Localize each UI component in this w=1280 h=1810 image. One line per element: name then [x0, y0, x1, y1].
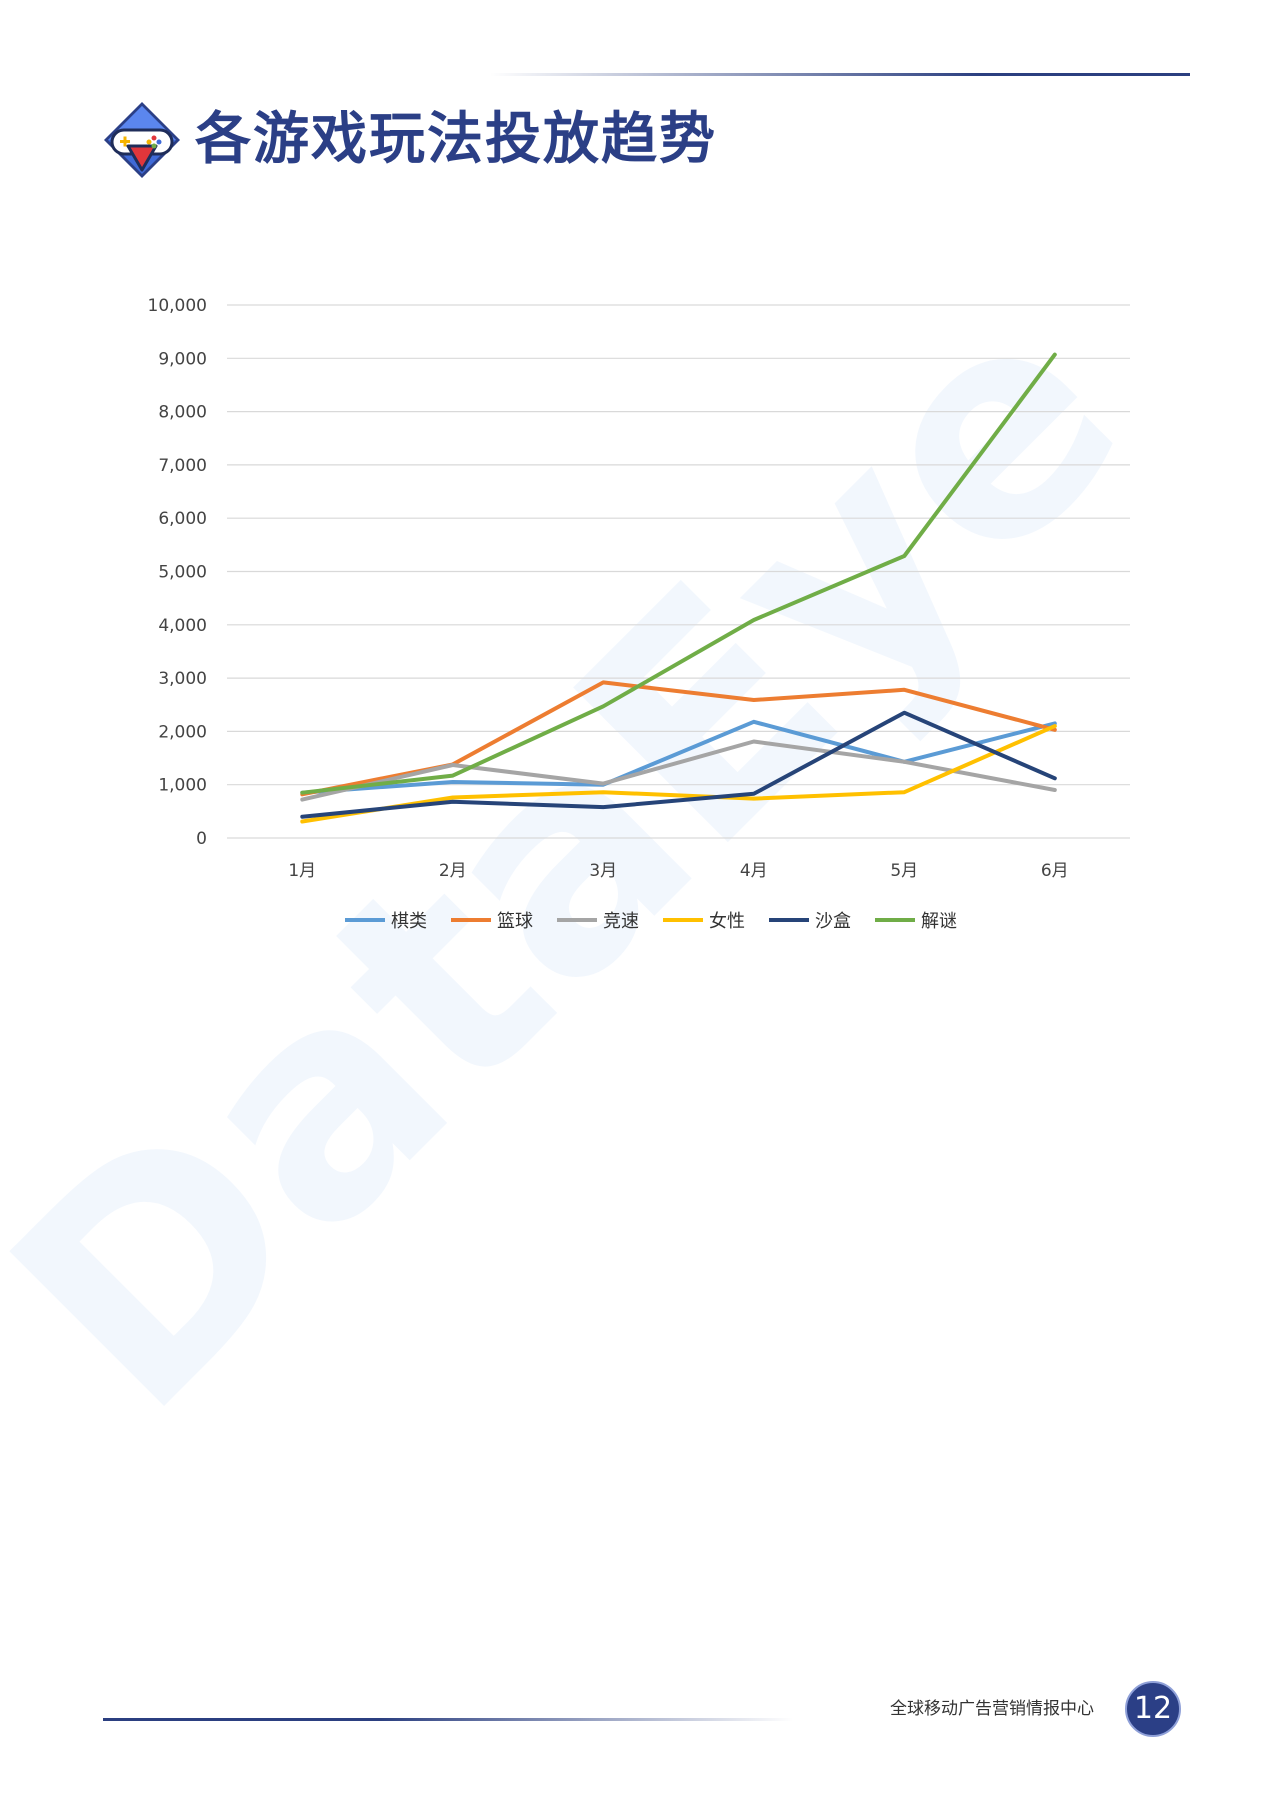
legend-swatch — [451, 918, 491, 922]
grid-lines — [227, 304, 1130, 839]
page-number-badge: 12 — [1125, 1681, 1181, 1737]
x-tick-label: 5月 — [890, 861, 918, 881]
chart-legend: 棋类 篮球 竞速 女性 沙盒 解谜 — [345, 907, 981, 933]
page-title: 各游戏玩法投放趋势 — [195, 107, 717, 172]
legend-swatch — [769, 918, 809, 922]
legend-label: 女性 — [709, 911, 745, 932]
y-tick-label: 1,000 — [158, 776, 207, 796]
series-line-解谜 — [300, 352, 1057, 795]
x-axis-tick-labels: 1月 2月 3月 4月 5月 6月 — [288, 861, 1068, 881]
x-tick-label: 2月 — [439, 861, 467, 881]
legend-item: 解谜 — [875, 907, 957, 933]
x-tick-label: 6月 — [1041, 861, 1069, 881]
legend-item: 竞速 — [557, 907, 639, 933]
line-chart: 0 1,000 2,000 3,000 4,000 5,000 6,000 7,000 8,00… — [148, 296, 1130, 881]
y-tick-label: 9,000 — [158, 349, 207, 369]
x-tick-label: 4月 — [740, 861, 768, 881]
game-controller-logo-icon — [104, 102, 180, 178]
y-tick-label: 4,000 — [158, 616, 207, 636]
y-tick-label: 8,000 — [158, 403, 207, 423]
legend-label: 棋类 — [391, 911, 427, 932]
x-tick-label: 1月 — [288, 861, 316, 881]
legend-label: 沙盒 — [815, 911, 851, 932]
legend-item: 女性 — [663, 907, 745, 933]
legend-label: 篮球 — [497, 911, 533, 932]
legend-label: 解谜 — [921, 911, 957, 932]
header-rule — [490, 73, 1190, 76]
legend-item: 沙盒 — [769, 907, 851, 933]
legend-swatch — [557, 918, 597, 922]
y-tick-label: 6,000 — [158, 509, 207, 529]
y-tick-label: 0 — [196, 829, 207, 849]
y-tick-label: 2,000 — [158, 722, 207, 742]
y-tick-label: 10,000 — [148, 296, 207, 316]
legend-item: 棋类 — [345, 907, 427, 933]
series-line-竞速 — [300, 739, 1057, 802]
legend-swatch — [345, 918, 385, 922]
legend-swatch — [663, 918, 703, 922]
series-line-棋类 — [300, 719, 1057, 795]
legend-item: 篮球 — [451, 907, 533, 933]
y-tick-label: 7,000 — [158, 456, 207, 476]
footer-rule — [103, 1718, 793, 1721]
series-line-沙盒 — [300, 710, 1057, 819]
series-lines — [300, 352, 1057, 824]
y-tick-label: 5,000 — [158, 563, 207, 583]
x-tick-label: 3月 — [589, 861, 617, 881]
y-tick-label: 3,000 — [158, 669, 207, 689]
legend-label: 竞速 — [603, 911, 639, 932]
y-axis-tick-labels: 0 1,000 2,000 3,000 4,000 5,000 6,000 7,000 8,00… — [148, 296, 207, 849]
legend-swatch — [875, 918, 915, 922]
series-line-女性 — [300, 724, 1057, 824]
footer-text: 全球移动广告营销情报中心 — [890, 1699, 1094, 1719]
